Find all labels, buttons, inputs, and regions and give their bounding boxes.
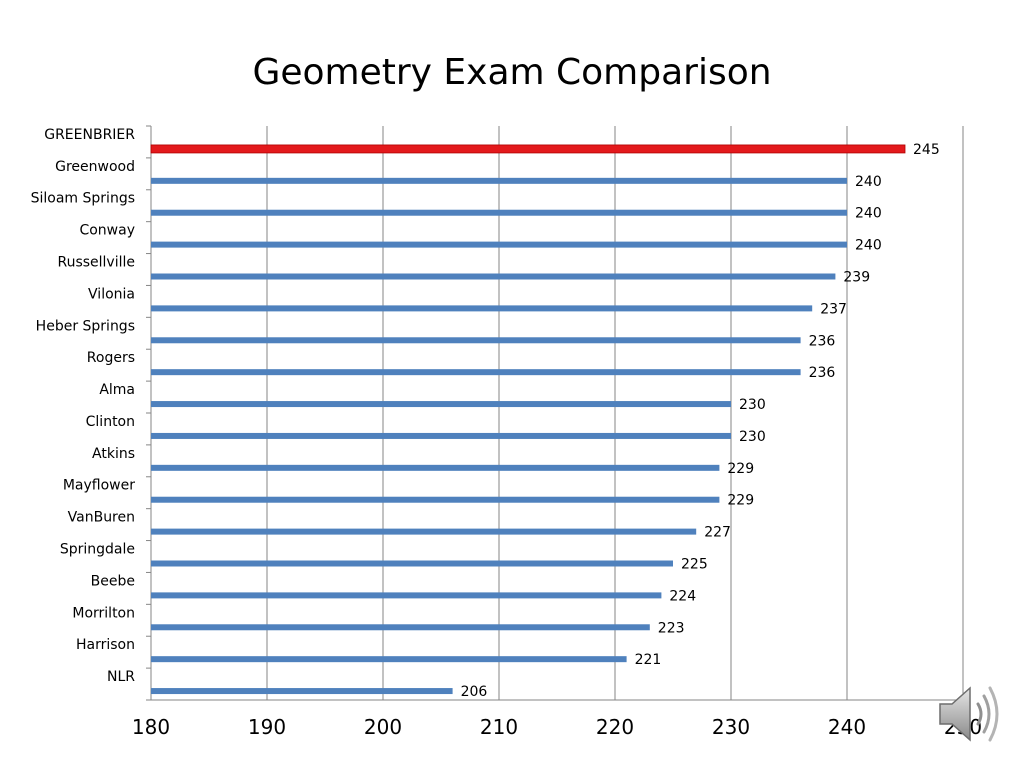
bar [151,496,720,503]
category-label: Heber Springs [36,318,135,334]
category-label: VanBuren [68,510,135,526]
x-tick-label: 220 [596,715,634,739]
bar [151,528,697,535]
bar [151,177,847,184]
data-label: 225 [681,557,708,573]
data-label: 237 [820,301,847,317]
bar [151,401,731,408]
data-label: 240 [855,174,882,190]
bar [151,688,453,695]
category-label: Greenwood [55,159,135,175]
data-label: 239 [843,270,870,286]
category-label: Beebe [91,573,135,589]
bar [151,656,627,663]
data-label: 230 [739,429,766,445]
bar [151,369,801,376]
data-label: 230 [739,397,766,413]
data-label: 221 [635,652,662,668]
category-label: Rogers [87,350,135,366]
bar [151,464,720,471]
category-label: Springdale [60,542,135,558]
category-label: Russellville [57,255,135,271]
bar-highlight [150,144,906,154]
x-tick-label: 200 [364,715,402,739]
data-label: 229 [727,461,754,477]
data-label: 245 [913,142,940,158]
data-label: 206 [461,684,488,700]
data-label: 240 [855,206,882,222]
category-label: Atkins [92,446,135,462]
x-tick-label: 240 [828,715,866,739]
data-label: 236 [809,365,836,381]
bar [151,241,847,248]
category-label: Alma [99,382,135,398]
x-tick-label: 210 [480,715,518,739]
data-label: 229 [727,493,754,509]
bar [151,624,650,631]
x-tick-label: 180 [132,715,170,739]
data-label: 227 [704,525,731,541]
bar [151,592,662,599]
category-label: Clinton [86,414,135,430]
bar [151,560,673,567]
bar [151,305,813,312]
category-label: GREENBRIER [44,127,135,143]
x-tick-label: 230 [712,715,750,739]
data-label: 236 [809,333,836,349]
category-label: NLR [107,669,135,685]
bar [151,209,847,216]
chart-title: Geometry Exam Comparison [252,52,772,93]
x-tick-label: 190 [248,715,286,739]
bar [151,337,801,344]
speaker-icon[interactable] [936,682,1006,746]
category-label: Conway [79,223,135,239]
category-label: Mayflower [63,478,135,494]
category-label: Morrilton [72,605,135,621]
category-label: Harrison [76,637,135,653]
data-label: 240 [855,238,882,254]
category-label: Vilonia [88,286,135,302]
data-label: 224 [669,588,696,604]
bar [151,273,836,280]
bar [151,432,731,439]
category-label: Siloam Springs [31,191,135,207]
data-label: 223 [658,620,685,636]
